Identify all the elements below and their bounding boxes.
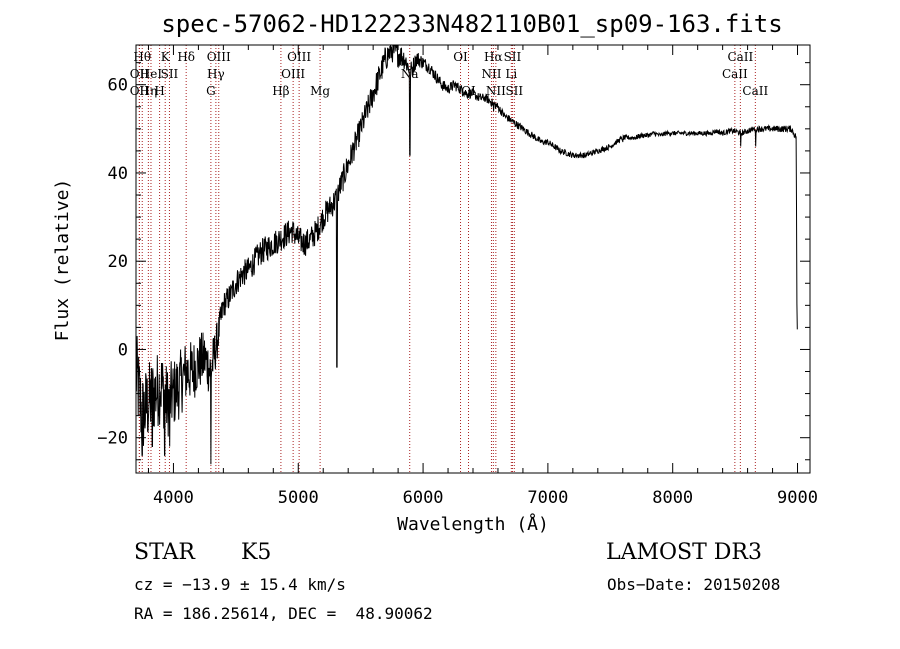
x-tick-label: 8000 [652,488,693,508]
spectral-line-label: NII [486,84,506,98]
spectral-line-label: OII [130,67,150,81]
y-tick-label: 20 [108,252,128,272]
y-tick-label: −20 [97,429,128,449]
spectral-line-label: Hδ [177,50,195,64]
spectral-line-label: CaII [722,67,748,81]
x-tick-label: 7000 [527,488,568,508]
spectral-line-label: SII [505,84,523,98]
coordinates: RA = 186.25614, DEC = 48.90062 [134,604,433,623]
x-tick-label: 9000 [777,488,818,508]
chart-title: spec-57062-HD122233N482110B01_sp09-163.f… [161,10,782,38]
spectral-line-label: Li [505,67,517,81]
spectral-line-label: SII [504,50,522,64]
spectral-line-label: Hθ [133,50,151,64]
spectrum-chart: spec-57062-HD122233N482110B01_sp09-163.f… [52,10,818,535]
spectral-line-label: Hη [140,84,158,98]
spectral-line-label: Hα [484,50,503,64]
spectral-line-label: OIII [281,67,305,81]
y-tick-label: 40 [108,164,128,184]
x-tick-label: 5000 [278,488,319,508]
spectral-line-label: HeI [140,67,163,81]
spectral-line-label: H [154,84,164,98]
spectral-line-label: G [206,84,216,98]
y-axis-label: Flux (relative) [52,179,73,342]
spectral-line-label: SII [161,67,179,81]
y-axis-ticks: −20 0 20 40 60 [97,62,810,461]
object-class: STAR [134,540,195,565]
x-axis-label: Wavelength (Å) [397,513,549,535]
spectral-line-label: OIII [287,50,311,64]
spectral-line-label: Mg [310,84,330,98]
spectral-line-label: OI [453,50,468,64]
spectral-line-label: OIII [207,50,231,64]
spectral-line-label: Hβ [272,84,289,98]
spectral-line-label: OII [130,84,150,98]
y-tick-label: 0 [118,340,128,360]
spectral-line-label: CaII [727,50,753,64]
spectral-line-labels: HθOIIOIIHηHeIHKSIIHδGHγOIIIHβOIIIOIIIMgN… [130,50,769,98]
y-tick-label: 60 [108,76,128,96]
obs-date: Obs−Date: 20150208 [607,575,781,594]
plot-frame [135,44,811,474]
spectral-line-label: K [161,50,171,64]
spectral-line-label: CaII [742,84,768,98]
spectral-line-markers [138,45,756,473]
spectral-line-label: NII [481,67,501,81]
survey-name: LAMOST DR3 [606,540,762,565]
x-tick-label: 4000 [153,488,194,508]
spectral-line-label: Hγ [207,67,225,81]
redshift-value: cz = −13.9 ± 15.4 km/s [134,575,346,594]
spectrum-series-line [135,44,798,465]
subclass: K5 [241,540,272,565]
x-axis-ticks: 4000 5000 6000 7000 8000 9000 [147,45,818,508]
x-tick-label: 6000 [403,488,444,508]
